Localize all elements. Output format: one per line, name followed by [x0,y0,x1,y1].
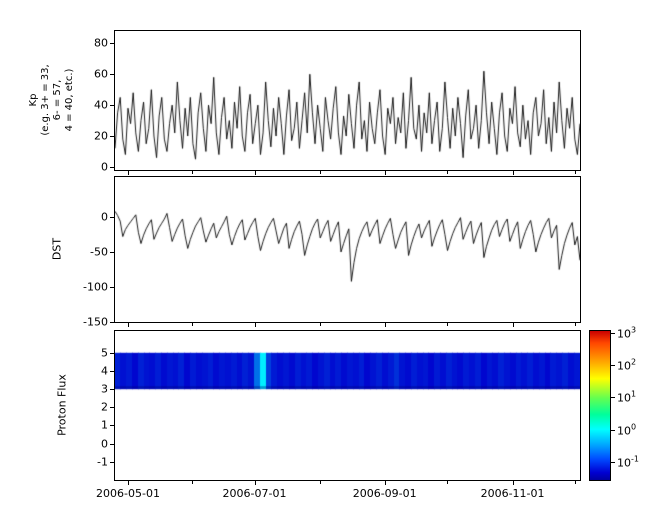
colorbar-tick-label: 100 [617,422,637,437]
y-tick-mark [110,352,114,354]
y-tick-label: 20 [94,129,108,143]
y-tick-mark [110,461,114,463]
colorbar-tick-mark [611,365,615,367]
y-tick-label: 5 [101,346,108,360]
y-tick-mark [110,43,114,45]
y-tick-mark [110,216,114,218]
x-minor-tick-mark [191,481,193,484]
x-tick-label: 2006-11-01 [480,487,545,500]
x-minor-tick-mark [191,171,193,174]
y-tick-label: -100 [83,280,108,294]
proton-flux-spectrogram-panel [114,330,581,481]
y-tick-mark [110,370,114,372]
colorbar-gradient [590,331,610,480]
x-tick-mark [128,323,130,327]
y-tick-label: 80 [94,36,108,50]
x-tick-mark [128,171,130,175]
y-tick-mark [110,443,114,445]
x-tick-mark [128,481,130,485]
kp-series-canvas [115,31,580,170]
x-tick-mark [384,481,386,485]
x-minor-tick-mark [447,481,449,484]
y-tick-mark [110,105,114,107]
y-tick-label: 0 [101,210,108,224]
x-tick-mark [512,481,514,485]
y-tick-label: -50 [90,245,108,259]
y-tick-mark [110,407,114,409]
dst-plot-panel [114,176,581,323]
y-tick-label: 60 [94,67,108,81]
colorbar-tick-label: 101 [617,390,637,405]
colorbar-tick-mark [611,429,615,431]
x-minor-tick-mark [575,481,577,484]
x-tick-label: 2006-05-01 [96,487,160,500]
x-minor-tick-mark [447,323,449,326]
y-tick-mark [110,389,114,391]
kp-plot-panel [114,30,581,171]
colorbar [589,330,611,481]
colorbar-tick-label: 102 [617,357,637,373]
x-tick-mark [512,171,514,175]
colorbar-tick-mark [611,333,615,335]
y-tick-mark [110,322,114,323]
x-minor-tick-mark [191,323,193,326]
dst-series-canvas [115,177,580,322]
x-tick-mark [384,171,386,175]
y-tick-label: 3 [101,382,108,396]
x-minor-tick-mark [447,171,449,174]
y-tick-label: 40 [94,98,108,112]
x-tick-label: 2006-07-01 [222,487,287,500]
y-tick-label: -1 [97,455,108,469]
x-tick-label: 2006-09-01 [352,487,417,500]
colorbar-tick-label: 103 [617,325,637,341]
x-tick-mark [512,323,514,327]
dst-y-axis-label: DST [50,237,64,261]
x-tick-mark [384,323,386,327]
y-tick-mark [110,425,114,427]
y-tick-label: 1 [101,418,108,432]
y-tick-mark [110,136,114,138]
x-tick-mark [254,323,256,327]
colorbar-tick-mark [611,397,615,399]
y-tick-label: 0 [101,160,108,174]
x-tick-mark [254,171,256,175]
y-tick-label: 0 [101,437,108,451]
y-tick-mark [110,74,114,76]
colorbar-tick-mark [611,461,615,463]
proton-flux-heatmap-canvas [115,331,580,480]
y-tick-label: -150 [83,315,108,329]
y-tick-label: 2 [101,400,108,414]
x-minor-tick-mark [319,323,321,326]
x-minor-tick-mark [575,323,577,326]
y-tick-label: 4 [101,364,108,378]
x-minor-tick-mark [319,481,321,484]
y-tick-mark [110,166,114,168]
colorbar-tick-label: 10-1 [617,454,639,470]
x-minor-tick-mark [575,171,577,174]
y-tick-mark [110,286,114,288]
x-tick-mark [254,481,256,485]
x-minor-tick-mark [319,171,321,174]
y-tick-mark [110,251,114,253]
